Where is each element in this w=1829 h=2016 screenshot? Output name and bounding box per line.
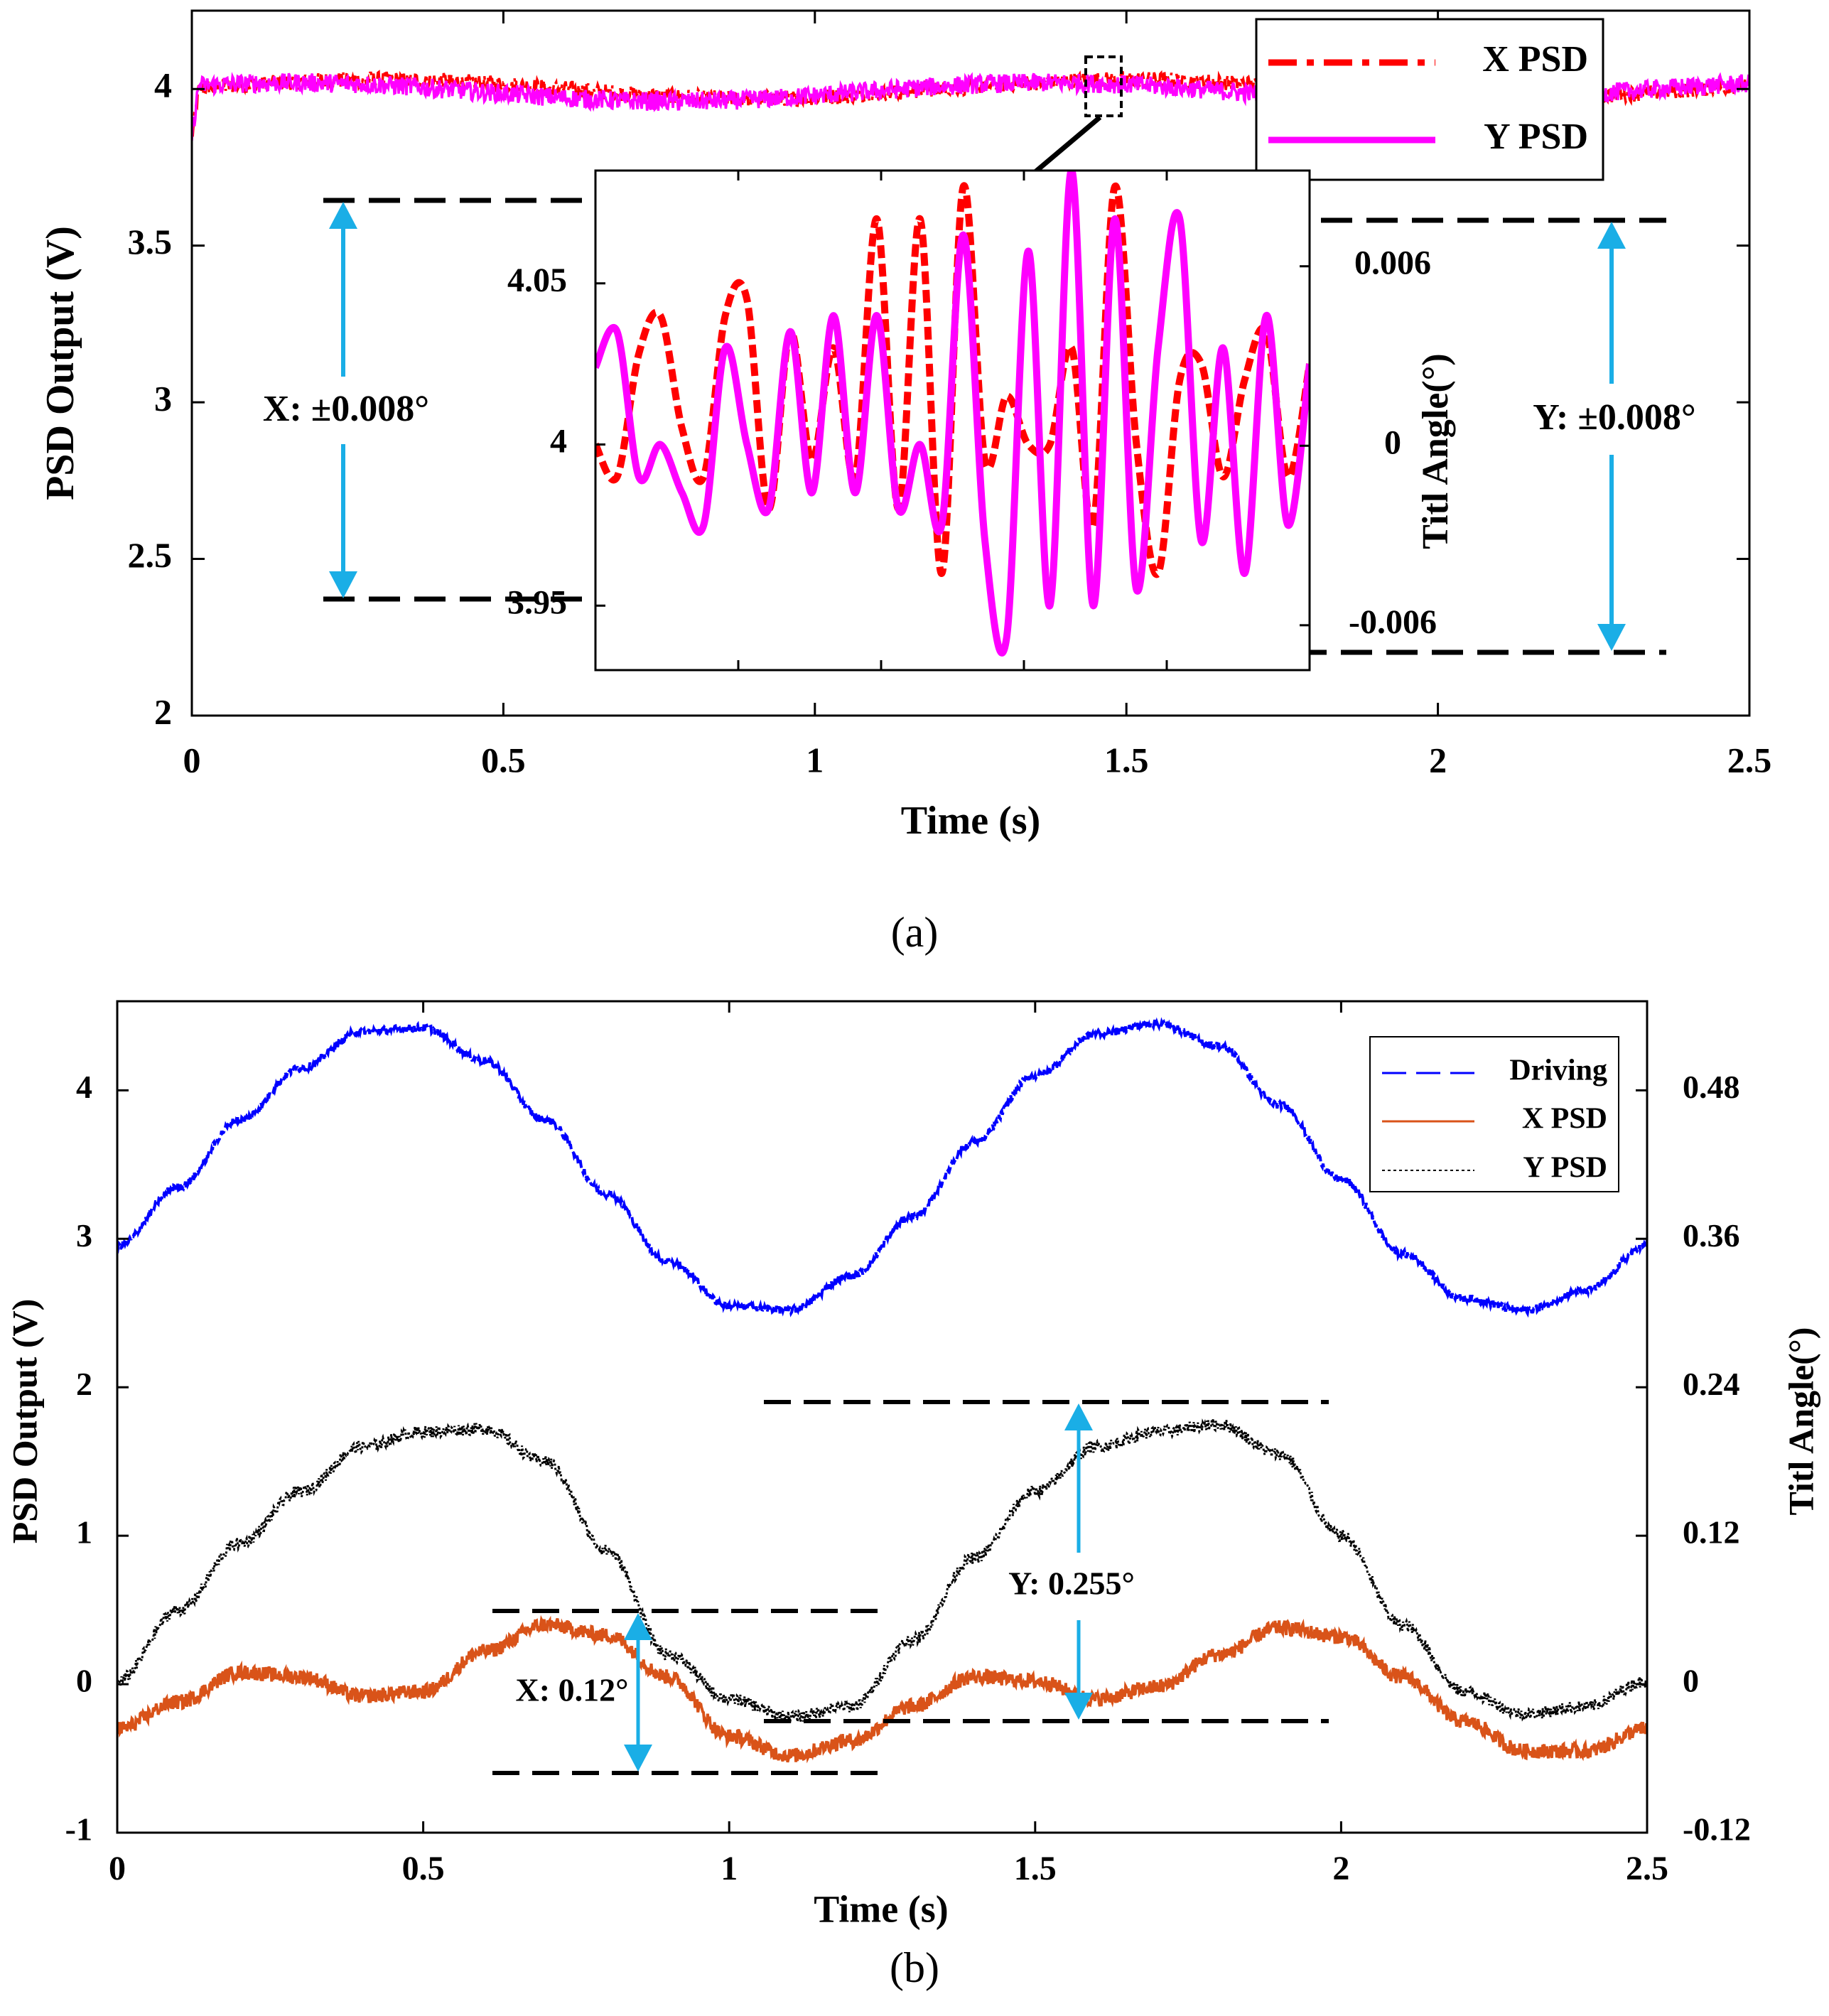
x-tick-label: 2.5 bbox=[1626, 1850, 1668, 1887]
y-range-label: Y: ±0.008° bbox=[1533, 397, 1695, 438]
legend-b: Driving X PSD Y PSD bbox=[1369, 1036, 1619, 1192]
inset-series-x-psd bbox=[595, 182, 1310, 578]
right-y-tick-label: 0.36 bbox=[1683, 1217, 1740, 1254]
right-y-tick-label: -0.12 bbox=[1683, 1811, 1751, 1848]
x-axis-label: Time (s) bbox=[901, 799, 1041, 843]
y-axis-label: PSD Output (V) bbox=[4, 1299, 44, 1543]
chart-b-series-group bbox=[117, 1017, 1647, 1764]
inset-right-tick-label: -0.006 bbox=[1349, 603, 1437, 641]
x-tick-label: 1 bbox=[806, 740, 824, 780]
x-tick-label: 0 bbox=[183, 740, 201, 780]
y-tick-label: 4 bbox=[154, 65, 172, 105]
legend-label-y-psd: Y PSD bbox=[1523, 1152, 1607, 1185]
x-range-arrow-head-down bbox=[624, 1745, 652, 1772]
y-range-label: Y: 0.255° bbox=[1008, 1565, 1135, 1602]
y-tick-label: 3.5 bbox=[128, 222, 173, 262]
chart-b-axes-box bbox=[116, 1000, 1649, 1834]
x-range-label: X: ±0.008° bbox=[263, 389, 429, 429]
inset-group: 3.95 4 4.05 -0.006 0 0.006 Titl Angle(°) bbox=[507, 169, 1456, 672]
chart-a-axes-box bbox=[190, 9, 1751, 717]
x-tick-label: 2.5 bbox=[1727, 740, 1772, 780]
inset-right-tick-label: 0 bbox=[1384, 424, 1401, 461]
y-tick-label: 2.5 bbox=[128, 535, 173, 575]
inset-axes-box bbox=[594, 169, 1311, 672]
x-tick-label: 0.5 bbox=[481, 740, 526, 780]
legend-label-x-psd: X PSD bbox=[1522, 1103, 1607, 1136]
inset-left-tick-label: 4.05 bbox=[507, 262, 567, 299]
y-tick-label: 2 bbox=[154, 691, 172, 731]
chart-a: 0 0.5 1 1.5 2 2.5 2 2.5 3 3.5 4 Time (s) PSD Output … bbox=[38, 9, 1772, 956]
inset-series-group bbox=[595, 171, 1310, 657]
y-range-arrow-head-down bbox=[1597, 624, 1626, 651]
y-tick-label: 2 bbox=[76, 1366, 92, 1402]
inset-left-tick-label: 3.95 bbox=[507, 583, 567, 621]
x-range-label: X: 0.12° bbox=[516, 1672, 629, 1708]
x-range-arrow-head-up bbox=[329, 202, 357, 229]
series-line-x-psd bbox=[117, 1615, 1647, 1764]
y-tick-label: 3 bbox=[154, 379, 172, 419]
x-tick-label: 1 bbox=[721, 1850, 738, 1887]
caption-b: (b) bbox=[890, 1944, 939, 1991]
x-tick-label: 2 bbox=[1429, 740, 1447, 780]
y-tick-label: 4 bbox=[76, 1069, 92, 1105]
inset-left-tick-label: 4 bbox=[550, 423, 567, 460]
inset-series-y-psd bbox=[595, 171, 1310, 657]
series-line-driving bbox=[117, 1017, 1647, 1318]
y-range-arrow-head-up bbox=[1064, 1403, 1093, 1430]
right-y-tick-label: 0.48 bbox=[1683, 1069, 1740, 1105]
x-tick-label: 0 bbox=[109, 1850, 126, 1887]
zoom-region-box bbox=[1084, 55, 1123, 117]
x-tick-label: 2 bbox=[1332, 1850, 1349, 1887]
x-range-arrow-head-up bbox=[624, 1613, 652, 1640]
chart-b: 0 0.5 1 1.5 2 2.5 -1 0 1 2 3 4 -0.12 0 0.12 0.24 0.36 0.4… bbox=[4, 1000, 1820, 1991]
x-tick-label: 1.5 bbox=[1014, 1850, 1057, 1887]
x-tick-label: 0.5 bbox=[402, 1850, 445, 1887]
inset-right-tick-label: 0.006 bbox=[1354, 244, 1431, 282]
right-y-axis-label: Titl Angle(°) bbox=[1781, 1327, 1820, 1516]
y-axis-label: PSD Output (V) bbox=[38, 226, 82, 500]
series-line-y-psd bbox=[117, 1418, 1647, 1724]
legend-label-x-psd: X PSD bbox=[1482, 39, 1588, 80]
right-y-tick-label: 0 bbox=[1683, 1663, 1699, 1699]
legend-a: X PSD Y PSD bbox=[1255, 18, 1604, 181]
y-range-arrow-head-down bbox=[1064, 1693, 1093, 1720]
legend-a-box bbox=[1255, 18, 1604, 181]
y-tick-label: -1 bbox=[65, 1811, 92, 1848]
y-tick-label: 3 bbox=[76, 1217, 92, 1254]
right-y-tick-label: 0.12 bbox=[1683, 1514, 1740, 1551]
x-range-arrow-head-down bbox=[329, 571, 357, 598]
legend-label-y-psd: Y PSD bbox=[1484, 117, 1588, 157]
caption-a: (a) bbox=[891, 909, 939, 956]
right-y-tick-label: 0.24 bbox=[1683, 1366, 1740, 1402]
y-tick-label: 1 bbox=[76, 1514, 92, 1551]
legend-label-driving: Driving bbox=[1509, 1055, 1607, 1087]
y-tick-label: 0 bbox=[76, 1663, 92, 1699]
y-range-arrow-head-up bbox=[1597, 222, 1626, 249]
legend-b-box bbox=[1369, 1036, 1619, 1192]
inset-right-axis-label: Titl Angle(°) bbox=[1415, 353, 1456, 549]
x-axis-label: Time (s) bbox=[814, 1887, 948, 1930]
x-tick-label: 1.5 bbox=[1104, 740, 1149, 780]
